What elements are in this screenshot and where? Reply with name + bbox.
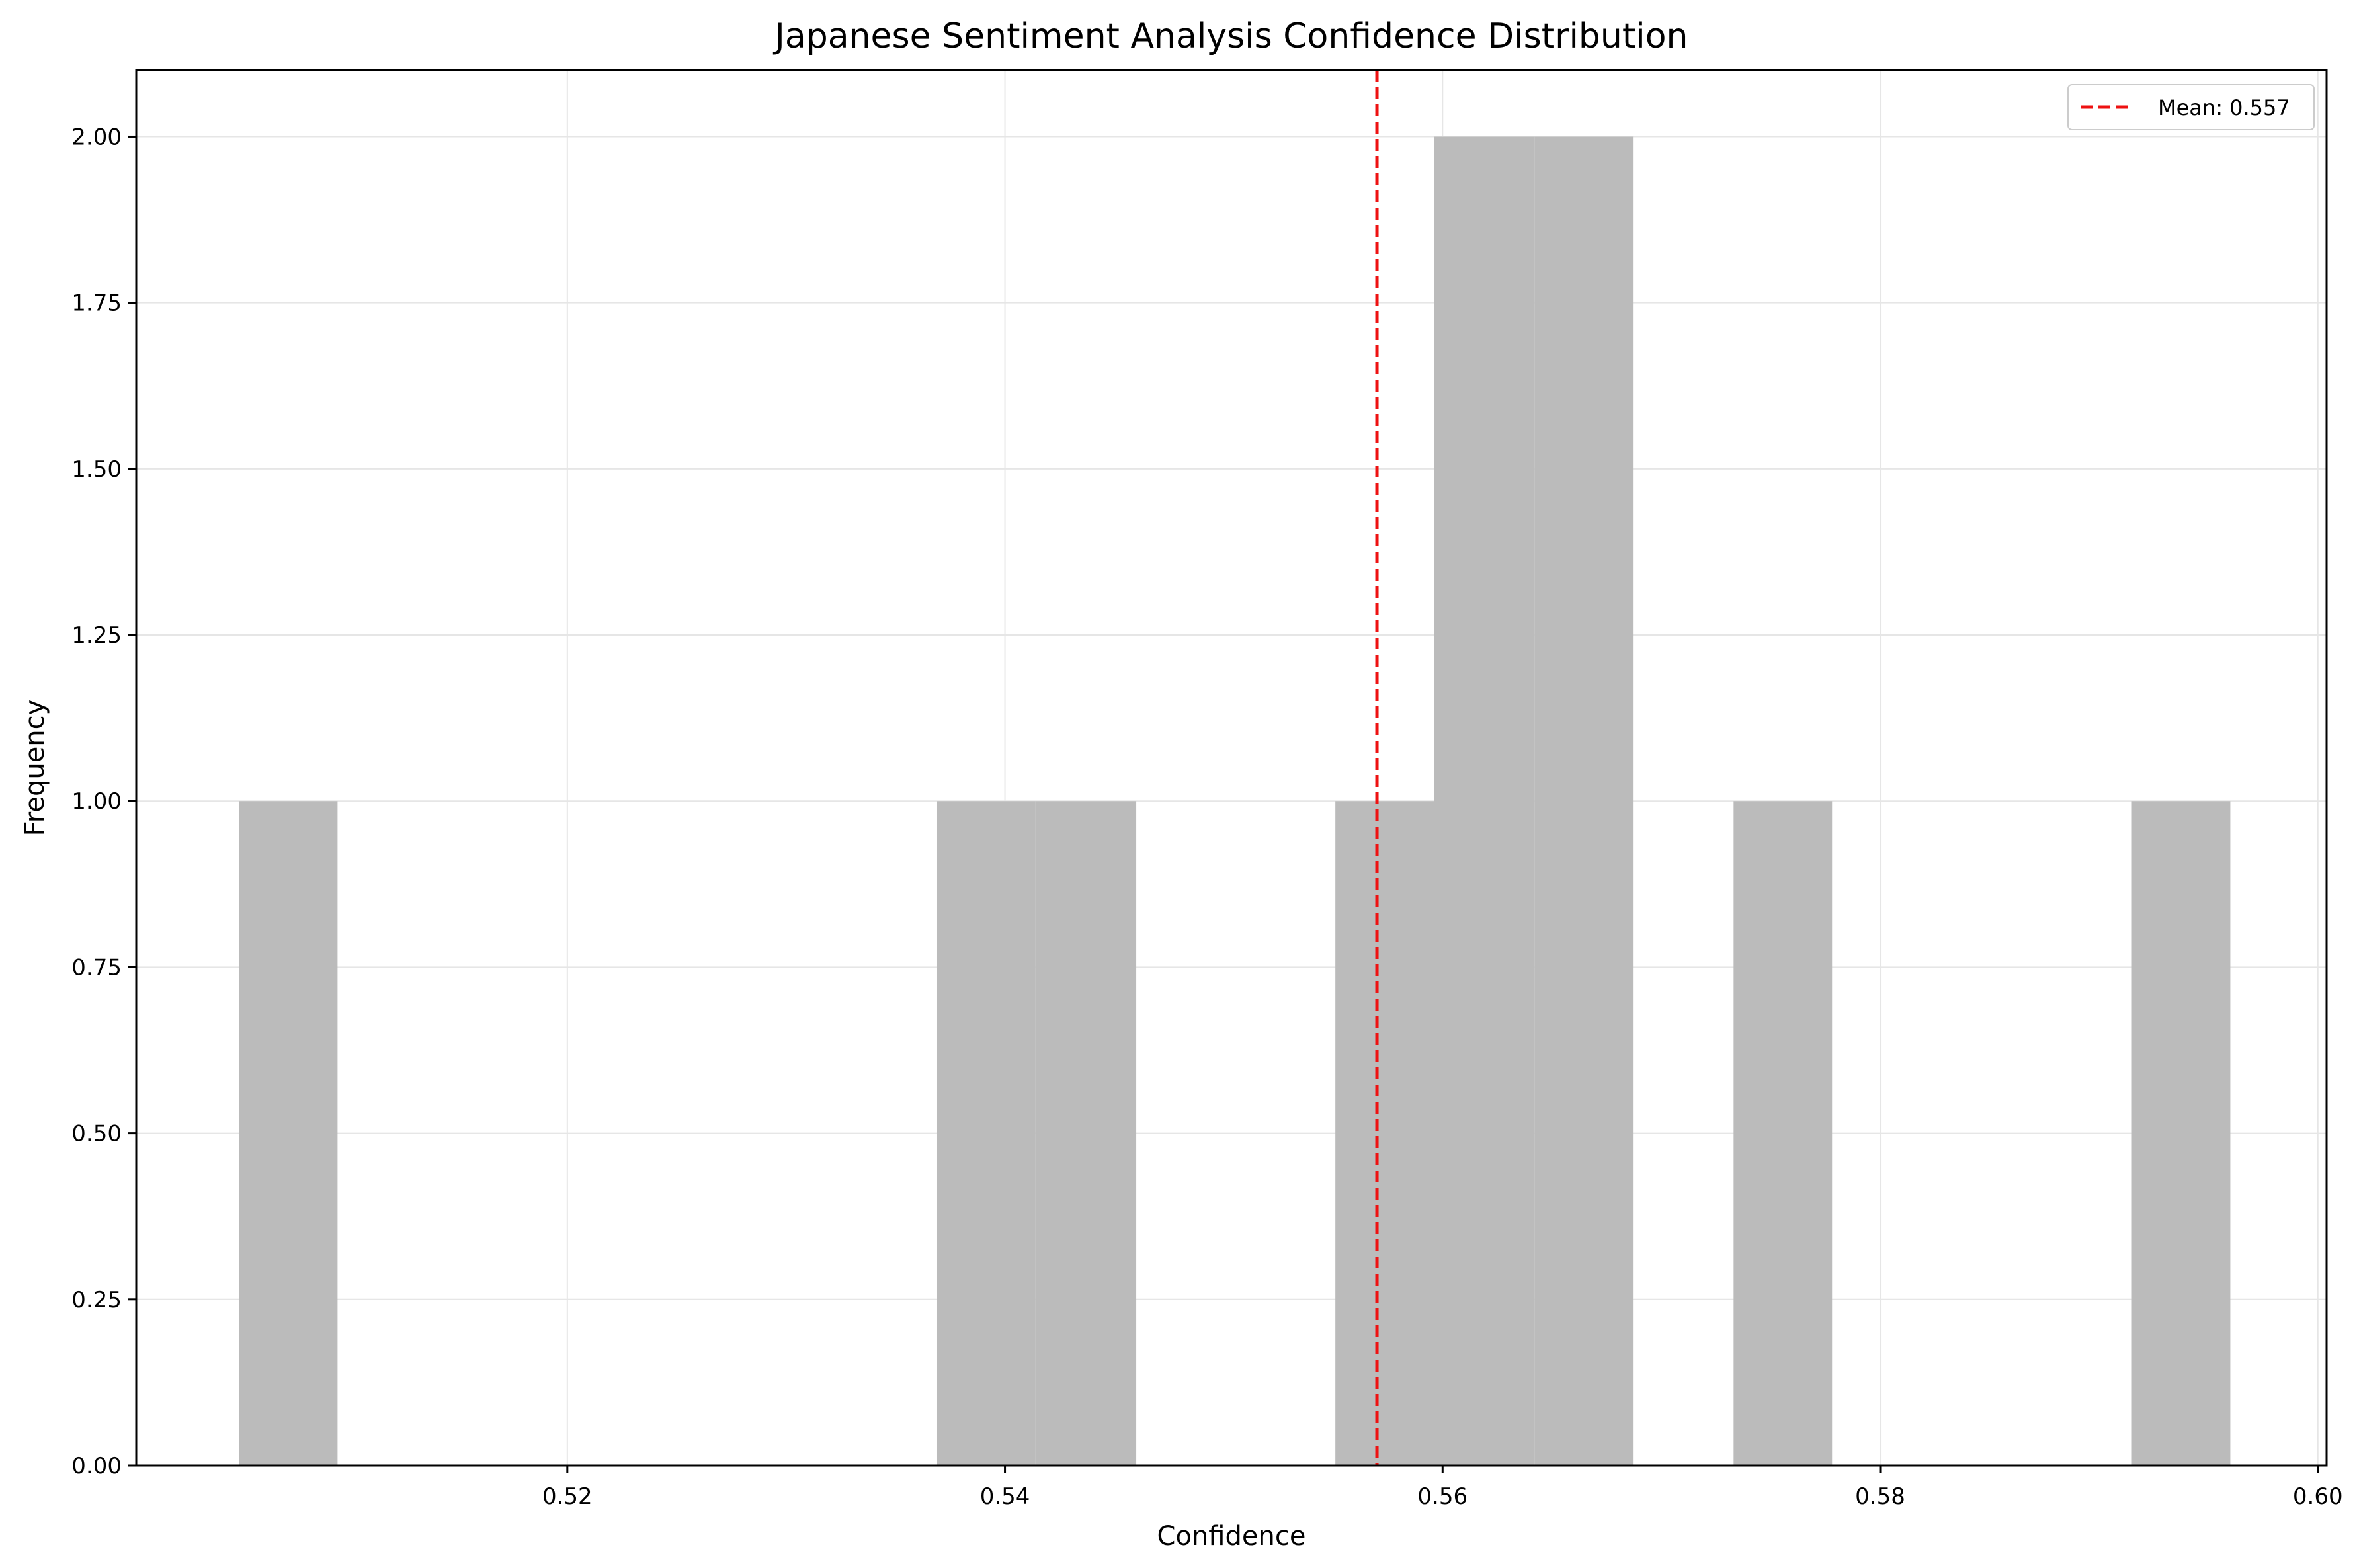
- histogram-bar: [1335, 801, 1434, 1465]
- x-tick-label: 0.60: [2293, 1483, 2343, 1510]
- y-axis-ticks: 0.00 0.25 0.50 0.75 1.00 1.25 1.50 1.75 2.00: [71, 124, 136, 1479]
- histogram-bar: [936, 801, 1036, 1465]
- x-axis-label: Confidence: [1157, 1521, 1306, 1551]
- plot-frame: [135, 69, 2328, 1467]
- y-tick-label: 1.50: [71, 456, 122, 483]
- histogram-bar: [239, 801, 338, 1465]
- legend-box: [2067, 84, 2315, 130]
- histogram-bar: [1733, 801, 1833, 1465]
- y-tick-label: 0.00: [71, 1453, 122, 1479]
- histogram-bars: [239, 136, 2231, 1465]
- y-tick-label: 0.50: [71, 1121, 122, 1147]
- y-tick-label: 0.25: [71, 1287, 122, 1313]
- y-tick-label: 1.25: [71, 622, 122, 649]
- histogram-bar: [1434, 136, 1535, 1465]
- y-tick-label: 1.00: [71, 788, 122, 815]
- y-axis-label: Frequency: [20, 700, 50, 837]
- x-tick-label: 0.58: [1855, 1483, 1905, 1510]
- legend: Mean: 0.557: [2067, 84, 2315, 130]
- histogram-bar: [1534, 136, 1634, 1465]
- x-axis-ticks: 0.52 0.54 0.56 0.58 0.60: [542, 1465, 2343, 1510]
- y-tick-label: 2.00: [71, 124, 122, 150]
- legend-mean-label: Mean: 0.557: [2158, 95, 2290, 120]
- histogram-bar: [2131, 801, 2231, 1465]
- x-tick-label: 0.54: [980, 1483, 1030, 1510]
- chart-title: Japanese Sentiment Analysis Confidence D…: [773, 17, 1688, 56]
- histogram-bar: [1035, 801, 1137, 1465]
- y-tick-label: 1.75: [71, 290, 122, 317]
- x-tick-label: 0.56: [1417, 1483, 1468, 1510]
- x-tick-label: 0.52: [542, 1483, 593, 1510]
- y-tick-label: 0.75: [71, 954, 122, 981]
